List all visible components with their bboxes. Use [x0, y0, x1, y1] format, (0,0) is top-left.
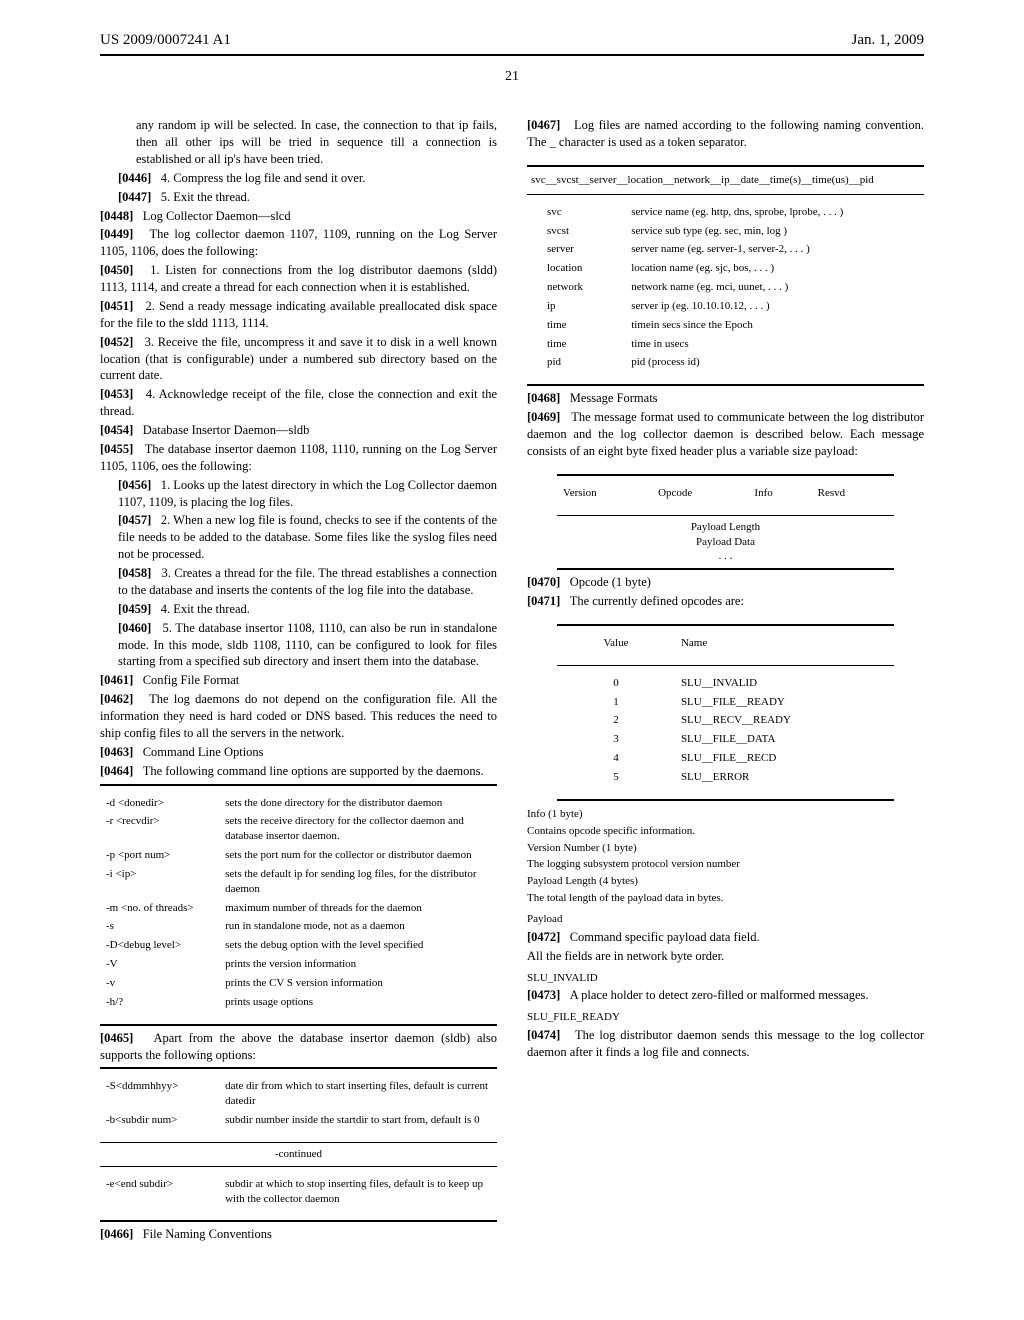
table-row: -r <recvdir>sets the receive directory f…: [100, 812, 497, 846]
msg-format-table-wrap: Version Opcode Info Resvd Payload Length…: [527, 474, 924, 570]
table-row: 5SLU__ERROR: [557, 768, 894, 787]
table-row: ipserver ip (eg. 10.10.10.12, . . . ): [541, 297, 924, 316]
p0464: [0464] The following command line option…: [100, 763, 497, 780]
p0473: [0473] A place holder to detect zero-fil…: [527, 987, 924, 1004]
table-row: -m <no. of threads>maximum number of thr…: [100, 899, 497, 918]
table-row: -p <port num>sets the port num for the c…: [100, 846, 497, 865]
p0467: [0467] Log files are named according to …: [527, 117, 924, 151]
table-row: -h/?prints usage options: [100, 993, 497, 1012]
naming-table: svcservice name (eg. http, dns, sprobe, …: [541, 203, 924, 373]
continued-table-wrap: -continued -e<end subdir>subdir at which…: [100, 1142, 497, 1223]
table-row: locationlocation name (eg. sjc, bos, . .…: [541, 259, 924, 278]
p0474: [0474] The log distributor daemon sends …: [527, 1027, 924, 1061]
p0458: [0458] 3. Creates a thread for the file.…: [100, 565, 497, 599]
p0455: [0455] The database insertor daemon 1108…: [100, 441, 497, 475]
p0468: [0468] Message Formats: [527, 390, 924, 407]
table-row: svcservice name (eg. http, dns, sprobe, …: [541, 203, 924, 222]
continued-title: -continued: [100, 1147, 497, 1162]
p0457: [0457] 2. When a new log file is found, …: [100, 512, 497, 563]
slu-file-ready-title: SLU_FILE_READY: [527, 1010, 924, 1025]
p0448: [0448] Log Collector Daemon—slcd: [100, 208, 497, 225]
table-row: timetimein secs since the Epoch: [541, 316, 924, 335]
p0463: [0463] Command Line Options: [100, 744, 497, 761]
lead-text: any random ip will be selected. In case,…: [100, 117, 497, 168]
p0462: [0462] The log daemons do not depend on …: [100, 691, 497, 742]
p0447: [0447] 5. Exit the thread.: [100, 189, 497, 206]
table-row: 3SLU__FILE__DATA: [557, 730, 894, 749]
p0469: [0469] The message format used to commun…: [527, 409, 924, 460]
p0453: [0453] 4. Acknowledge receipt of the fil…: [100, 386, 497, 420]
p0459: [0459] 4. Exit the thread.: [100, 601, 497, 618]
p0471: [0471] The currently defined opcodes are…: [527, 593, 924, 610]
table-row: -D<debug level>sets the debug option wit…: [100, 936, 497, 955]
table-row: -S<ddmmhhyy>date dir from which to start…: [100, 1077, 497, 1111]
table-row: pidpid (process id): [541, 353, 924, 372]
p0472: [0472] Command specific payload data fie…: [527, 929, 924, 946]
sldbopts-table: -S<ddmmhhyy>date dir from which to start…: [100, 1077, 497, 1130]
payload-title: Payload: [527, 912, 924, 927]
p0450: [0450] 1. Listen for connections from th…: [100, 262, 497, 296]
table-row: 4SLU__FILE__RECD: [557, 749, 894, 768]
table-row: serverserver name (eg. server-1, server-…: [541, 240, 924, 259]
info-block: Info (1 byte) Contains opcode specific i…: [527, 807, 924, 906]
cmdopts-table-wrap: -d <donedir>sets the done directory for …: [100, 784, 497, 1026]
naming-table-wrap: svc__svcst__server__location__network__i…: [527, 165, 924, 386]
naming-header: svc__svcst__server__location__network__i…: [527, 171, 924, 190]
table-row: 0SLU__INVALID: [557, 674, 894, 693]
p0446: [0446] 4. Compress the log file and send…: [100, 170, 497, 187]
table-row: svcstservice sub type (eg. sec, min, log…: [541, 222, 924, 241]
table-row: 2SLU__RECV__READY: [557, 711, 894, 730]
opcodes-table-wrap: Value Name 0SLU__INVALID1SLU__FILE__READ…: [527, 624, 924, 801]
table-row: -e<end subdir>subdir at which to stop in…: [100, 1175, 497, 1209]
payload-note: All the fields are in network byte order…: [527, 948, 924, 965]
p0460: [0460] 5. The database insertor 1108, 11…: [100, 620, 497, 671]
opcodes-header: Value Name: [557, 634, 894, 653]
opcodes-table: 0SLU__INVALID1SLU__FILE__READY2SLU__RECV…: [557, 674, 894, 787]
p0465: [0465] Apart from the above the database…: [100, 1030, 497, 1064]
table-row: 1SLU__FILE__READY: [557, 693, 894, 712]
table-row: -Vprints the version information: [100, 955, 497, 974]
table-row: -i <ip>sets the default ip for sending l…: [100, 865, 497, 899]
p0470: [0470] Opcode (1 byte): [527, 574, 924, 591]
p0449: [0449] The log collector daemon 1107, 11…: [100, 226, 497, 260]
sldbopts-table-wrap: -S<ddmmhhyy>date dir from which to start…: [100, 1067, 497, 1130]
p0456: [0456] 1. Looks up the latest directory …: [100, 477, 497, 511]
content-columns: any random ip will be selected. In case,…: [100, 117, 924, 1267]
table-row: networknetwork name (eg. mci, uunet, . .…: [541, 278, 924, 297]
p0466: [0466] File Naming Conventions: [100, 1226, 497, 1243]
page-header: US 2009/0007241 A1 Jan. 1, 2009: [100, 30, 924, 56]
header-right: Jan. 1, 2009: [852, 30, 925, 50]
p0454: [0454] Database Insertor Daemon—sldb: [100, 422, 497, 439]
p0451: [0451] 2. Send a ready message indicatin…: [100, 298, 497, 332]
header-left: US 2009/0007241 A1: [100, 30, 231, 50]
msg-format-table: Version Opcode Info Resvd: [557, 484, 894, 503]
table-row: -vprints the CV S version information: [100, 974, 497, 993]
table-row: -d <donedir>sets the done directory for …: [100, 794, 497, 813]
p0452: [0452] 3. Receive the file, uncompress i…: [100, 334, 497, 385]
p0461: [0461] Config File Format: [100, 672, 497, 689]
cmdopts-table: -d <donedir>sets the done directory for …: [100, 794, 497, 1012]
table-row: -srun in standalone mode, not as a daemo…: [100, 917, 497, 936]
continued-table: -e<end subdir>subdir at which to stop in…: [100, 1175, 497, 1209]
table-row: -b<subdir num>subdir number inside the s…: [100, 1111, 497, 1130]
table-row: timetime in usecs: [541, 335, 924, 354]
page: US 2009/0007241 A1 Jan. 1, 2009 21 any r…: [0, 0, 1024, 1320]
slu-invalid-title: SLU_INVALID: [527, 971, 924, 986]
page-number: 21: [100, 68, 924, 87]
